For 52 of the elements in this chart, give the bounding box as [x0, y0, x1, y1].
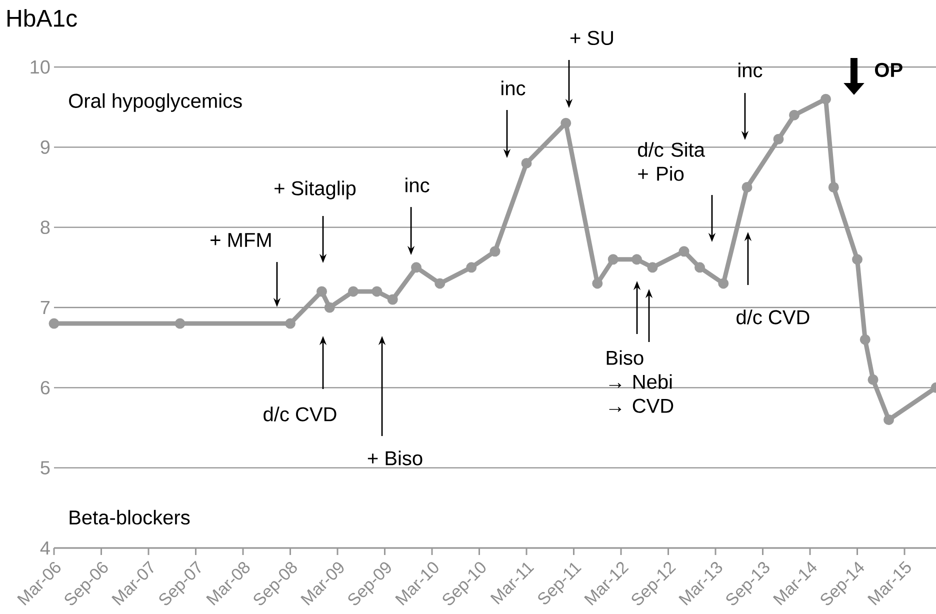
annotation: d/c CVD — [264, 406, 336, 422]
y-tick-label: 9 — [40, 140, 50, 154]
point — [608, 254, 618, 265]
y-tick-label: 6 — [40, 380, 50, 394]
point — [773, 134, 784, 144]
annotation: d/c CVD — [736, 310, 810, 324]
point — [678, 246, 690, 257]
point — [632, 254, 642, 265]
point — [324, 302, 335, 313]
point — [316, 286, 328, 297]
annotation: Oral hypoglycemics — [69, 93, 242, 112]
point — [789, 110, 800, 120]
point — [490, 246, 500, 257]
point — [466, 262, 477, 273]
y-tick-label: 7 — [40, 300, 50, 314]
annotation: inc — [502, 80, 526, 96]
point — [868, 374, 878, 385]
point — [174, 318, 186, 329]
point — [387, 294, 398, 305]
annotation: OP — [874, 62, 902, 78]
point — [48, 318, 60, 329]
y-tick-label: 4 — [40, 541, 50, 555]
annotation: inc — [738, 62, 762, 78]
point — [820, 94, 832, 104]
point — [411, 262, 422, 273]
y-tick-label: 8 — [40, 220, 50, 234]
point — [372, 286, 382, 297]
point — [860, 334, 870, 345]
point — [521, 158, 532, 168]
point — [884, 414, 894, 425]
point — [718, 278, 729, 289]
point — [592, 278, 603, 289]
annotation: Beta-blockers — [70, 510, 190, 525]
point — [560, 118, 572, 128]
annotation: + MFM — [210, 233, 271, 247]
annotation: inc — [406, 178, 430, 192]
point — [852, 254, 863, 265]
point — [694, 262, 706, 273]
point — [647, 262, 658, 273]
point — [348, 286, 359, 297]
annotation: + Sitaglip — [274, 180, 356, 200]
y-tick-label: 10 — [30, 60, 50, 74]
y-axis-title: HbA1c — [8, 9, 77, 27]
point — [742, 182, 752, 192]
point — [434, 278, 446, 289]
text: + SU — [570, 30, 613, 46]
annotation: + Biso — [368, 450, 422, 466]
annotation: d/c Sita + Pio — [638, 142, 705, 181]
point — [828, 182, 839, 192]
annotation: Biso → Nebi → CVD — [606, 350, 674, 413]
point — [285, 318, 296, 329]
y-tick-label: 5 — [40, 461, 50, 474]
